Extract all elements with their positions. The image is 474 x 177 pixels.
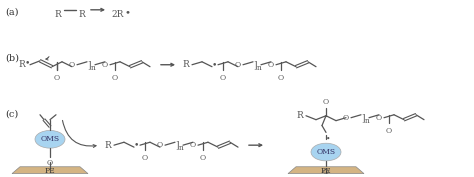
- Text: ]: ]: [175, 141, 179, 150]
- Text: O: O: [157, 141, 163, 149]
- Text: O: O: [112, 74, 118, 82]
- Text: •: •: [211, 60, 217, 69]
- Text: (a): (a): [5, 8, 18, 17]
- Text: O: O: [323, 168, 329, 176]
- Text: R: R: [105, 141, 111, 150]
- Text: 2R: 2R: [112, 10, 124, 19]
- Text: OMS: OMS: [40, 135, 60, 143]
- Text: R: R: [79, 10, 85, 19]
- Text: ]: ]: [87, 60, 91, 69]
- Ellipse shape: [35, 130, 65, 148]
- Text: O: O: [278, 74, 284, 82]
- Text: O: O: [54, 74, 60, 82]
- Text: O: O: [235, 61, 241, 69]
- Text: O: O: [47, 159, 53, 167]
- Text: n: n: [256, 64, 262, 72]
- Text: OMS: OMS: [317, 148, 336, 156]
- Text: (b): (b): [5, 54, 19, 63]
- Text: n: n: [91, 64, 95, 72]
- Text: O: O: [376, 114, 382, 122]
- Text: R: R: [182, 60, 190, 69]
- Text: n: n: [179, 144, 183, 152]
- Text: •: •: [326, 134, 330, 142]
- Text: O: O: [69, 61, 75, 69]
- Text: •: •: [133, 141, 139, 150]
- Text: ]: ]: [361, 113, 365, 122]
- Ellipse shape: [311, 143, 341, 161]
- Text: O: O: [343, 114, 349, 122]
- Text: O: O: [323, 98, 329, 106]
- Polygon shape: [12, 167, 88, 174]
- Text: •: •: [125, 8, 131, 17]
- Text: R: R: [297, 111, 303, 120]
- Text: PE: PE: [321, 167, 331, 175]
- Text: O: O: [268, 61, 274, 69]
- Text: R: R: [18, 60, 26, 69]
- Text: O: O: [386, 127, 392, 135]
- Text: O: O: [200, 154, 206, 162]
- Text: O: O: [142, 154, 148, 162]
- Text: R: R: [55, 10, 61, 19]
- Text: ]: ]: [253, 60, 257, 69]
- Text: •: •: [24, 58, 30, 67]
- Text: n: n: [365, 117, 369, 125]
- Text: O: O: [102, 61, 108, 69]
- Text: PE: PE: [45, 167, 55, 175]
- Text: O: O: [190, 141, 196, 149]
- Polygon shape: [288, 167, 364, 174]
- Text: O: O: [220, 74, 226, 82]
- Text: (c): (c): [5, 110, 18, 119]
